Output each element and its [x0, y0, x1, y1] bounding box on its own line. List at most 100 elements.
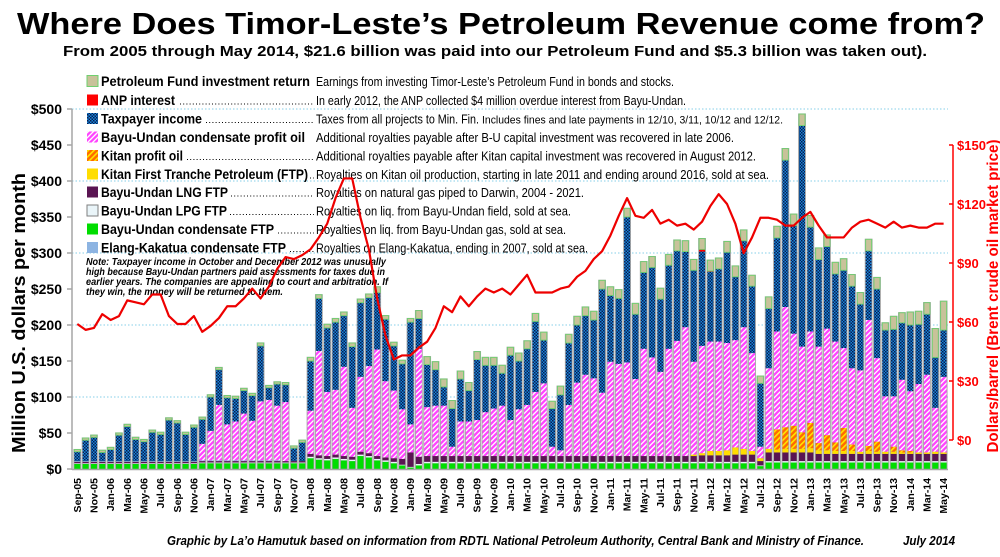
- bar-segment-tax: [682, 251, 689, 328]
- bar-stack: [864, 238, 873, 469]
- bar-segment-lng-ftp: [374, 456, 381, 459]
- legend-swatch-pf-return: [86, 75, 99, 87]
- bar-segment-lpg-ftp: [532, 461, 539, 464]
- bar-segment-lpg-ftp: [290, 462, 297, 464]
- bar-segment-lpg-ftp: [615, 461, 622, 464]
- bar-segment-kitan-ftp: [932, 451, 939, 454]
- bar-segment-lng-ftp: [665, 456, 672, 462]
- bar-stack: [773, 225, 781, 469]
- bar-segment-kitan-po: [898, 450, 905, 453]
- bar-segment-lng-ftp: [590, 456, 597, 462]
- bar-segment-cond-ftp: [932, 462, 939, 469]
- x-tick-label: May-10: [538, 478, 550, 514]
- bar-segment-bu-po: [407, 424, 414, 453]
- legend-swatch-tax: [87, 113, 98, 124]
- bar-segment-lpg-ftp: [715, 461, 722, 464]
- bar-segment-bu-po: [374, 349, 381, 457]
- bar-segment-ek-ftp: [199, 460, 206, 462]
- y2-tick-label: $120: [957, 197, 986, 212]
- bar-stack: [573, 315, 581, 469]
- bar-segment-pf-return: [756, 375, 764, 384]
- bar-segment-kitan-po: [782, 427, 789, 449]
- bar-segment-tax: [782, 160, 789, 307]
- bar-segment-lng-ftp: [99, 461, 106, 464]
- bar-stack: [314, 294, 323, 469]
- bar-segment-lng-ftp: [224, 461, 231, 463]
- bar-segment-pf-return: [548, 400, 556, 409]
- bar-segment-lng-ftp: [290, 461, 297, 463]
- bar-segment-pf-return: [273, 381, 281, 385]
- bar-segment-cond-ftp: [74, 463, 81, 469]
- bar-segment-lpg-ftp: [149, 463, 156, 464]
- bar-segment-lng-ftp: [265, 461, 272, 463]
- bar-segment-tax: [182, 434, 189, 462]
- legend-label: Bayu-Undan LNG FTP: [101, 184, 228, 200]
- bar-stack: [123, 423, 132, 469]
- x-tick-label: Sep-13: [872, 478, 884, 513]
- bar-stack: [106, 446, 115, 469]
- bar-segment-pf-return: [515, 352, 523, 362]
- bar-segment-tax: [515, 361, 522, 410]
- bar-segment-lng-ftp: [299, 461, 306, 463]
- bar-segment-bu-po: [632, 379, 639, 457]
- bar-stack: [190, 424, 198, 469]
- bar-segment-lpg-ftp: [774, 461, 781, 463]
- x-tick-label: Mar-09: [422, 478, 434, 512]
- bar-segment-tax: [315, 298, 322, 351]
- bar-segment-pf-return: [723, 241, 731, 253]
- bar-segment-cond-ftp: [99, 463, 106, 469]
- bar-stack: [156, 431, 165, 469]
- bar-stack: [506, 346, 515, 469]
- oil-price-line: [76, 177, 944, 361]
- bar-segment-lpg-ftp: [374, 458, 381, 461]
- bar-segment-pf-return: [307, 356, 314, 362]
- bar-segment-pf-return: [540, 331, 548, 341]
- bar-segment-bu-po: [749, 353, 756, 451]
- bar-segment-pf-return: [115, 432, 123, 436]
- bar-segment-lpg-ftp: [524, 461, 531, 464]
- bar-segment-cond-ftp: [940, 462, 947, 469]
- bar-segment-ek-ftp: [99, 461, 106, 462]
- bar-segment-pf-return: [915, 310, 923, 325]
- bar-segment-tax: [824, 246, 830, 329]
- bar-segment-lpg-ftp: [707, 461, 714, 464]
- bar-segment-lng-ftp: [532, 456, 539, 462]
- bar-segment-bu-po: [565, 404, 572, 457]
- bar-segment-pf-return: [473, 351, 481, 361]
- bar-segment-lpg-ftp: [415, 463, 422, 466]
- legend-label: Kitan profit oil: [101, 148, 183, 164]
- bar-segment-kitan-ftp: [782, 448, 789, 453]
- bar-segment-bu-po: [207, 430, 214, 461]
- bar-segment-pf-return: [831, 261, 839, 275]
- bar-segment-pf-return: [282, 382, 289, 386]
- bar-segment-ek-ftp: [149, 461, 156, 462]
- bar-segment-tax: [724, 252, 731, 343]
- bar-segment-pf-return: [382, 315, 389, 320]
- bar-segment-pf-return: [357, 298, 364, 304]
- bar-segment-tax: [199, 419, 206, 444]
- bar-stack: [423, 356, 432, 469]
- bar-segment-pf-return: [573, 315, 581, 326]
- bar-segment-pf-return: [182, 431, 190, 435]
- bar-segment-pf-return: [665, 253, 673, 266]
- x-tick-label: Sep-09: [472, 478, 484, 513]
- x-tick-label: Mar-06: [122, 478, 134, 512]
- bar-segment-lng-ftp: [340, 456, 347, 459]
- bar-segment-lng-ftp: [74, 461, 81, 464]
- bar-segment-lng-ftp: [132, 461, 139, 464]
- bar-segment-kitan-ftp: [848, 451, 855, 454]
- bar-segment-tax: [499, 373, 506, 406]
- bar-segment-pf-return: [840, 258, 848, 271]
- bar-segment-cond-ftp: [757, 466, 764, 469]
- bar-stack: [398, 359, 407, 469]
- bar-segment-lpg-ftp: [848, 461, 855, 463]
- bar-stack: [939, 300, 948, 469]
- bar-stack: [673, 239, 681, 469]
- bar-stack: [523, 340, 532, 469]
- bar-segment-pf-return: [848, 274, 856, 287]
- bar-segment-kitan-ftp: [940, 452, 947, 454]
- bar-segment-bu-po: [799, 346, 806, 433]
- bar-segment-pf-return: [332, 318, 339, 323]
- y-tick-label: $300: [31, 245, 62, 261]
- bar-segment-bu-po: [923, 374, 930, 453]
